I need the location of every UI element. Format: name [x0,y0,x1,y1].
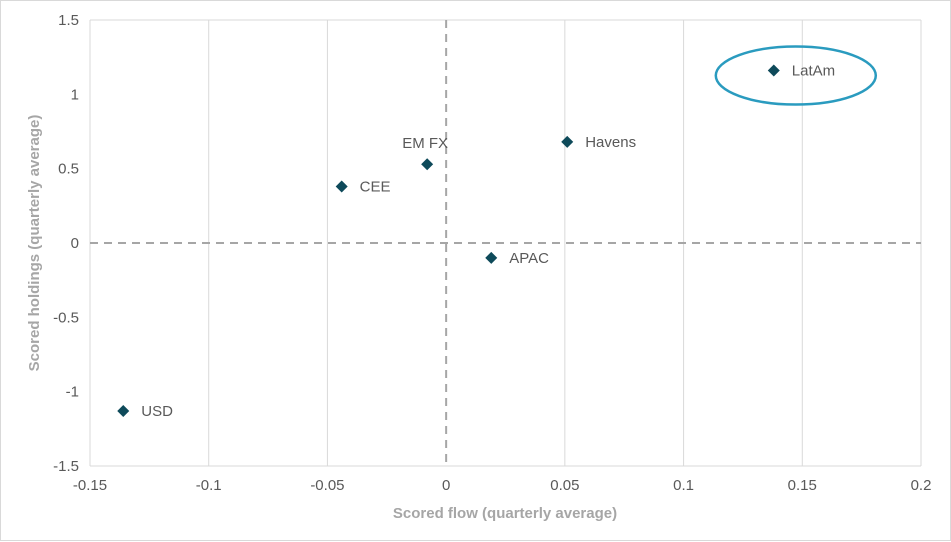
y-tick-label: 0 [71,235,79,252]
zero-lines [90,20,921,466]
y-tick-label: 0.5 [58,161,79,178]
x-tick-label: -0.15 [73,477,107,494]
x-tick-label: 0.15 [788,477,817,494]
y-tick-label: -1.5 [53,458,79,475]
point-marker-cee [335,180,348,193]
tick-labels: -0.15 -0.1 -0.05 0 0.05 0.1 0.15 0.2 1.5 1 0.5 0 -0.… [53,12,931,494]
x-tick-label: -0.1 [196,477,222,494]
point-marker-usd [117,404,130,417]
point-label-cee: CEE [360,179,391,196]
x-axis-title: Scored flow (quarterly average) [393,505,617,522]
data-points [117,64,780,417]
y-tick-label: -0.5 [53,309,79,326]
x-tick-label: 0.05 [550,477,579,494]
point-labels: LatAm Havens EM FX CEE APAC USD [141,45,878,420]
point-label-apac: APAC [509,250,549,267]
x-tick-label: 0.1 [673,477,694,494]
y-axis-title: Scored holdings (quarterly average) [26,115,43,372]
point-marker-latam [767,64,780,77]
point-marker-apac [485,251,498,264]
point-marker-havens [561,135,574,148]
point-label-usd: USD [141,403,173,420]
x-tick-label: 0 [442,477,450,494]
y-tick-label: -1 [66,384,79,401]
y-tick-label: 1.5 [58,12,79,29]
point-label-havens: Havens [585,134,636,151]
point-label-latam: LatAm [792,63,835,80]
x-tick-label: -0.05 [310,477,344,494]
point-label-em-fx: EM FX [402,135,448,152]
y-tick-label: 1 [71,86,79,103]
point-marker-em-fx [421,158,434,171]
highlight-ellipse [714,45,878,106]
x-tick-label: 0.2 [911,477,932,494]
